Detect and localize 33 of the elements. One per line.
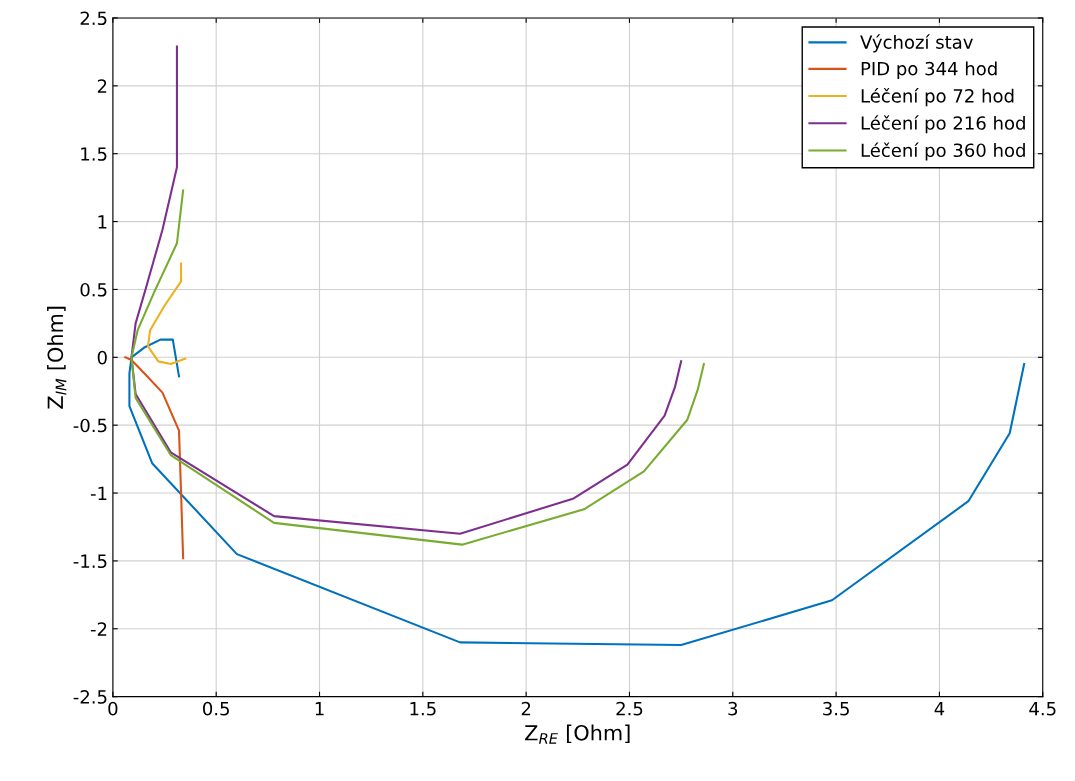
x-tick-label: 0 xyxy=(108,701,118,716)
line-series xyxy=(124,356,185,560)
y-tick-label: 1.5 xyxy=(81,147,107,161)
legend-label: Léčení po 216 hod xyxy=(861,115,1025,134)
y-tick-label: 0.5 xyxy=(80,282,107,297)
y-tick-label: -0.5 xyxy=(73,418,107,433)
legend-label: Léčení po 360 hod xyxy=(861,142,1025,161)
line-series xyxy=(130,45,683,535)
legend-label: Léčení po 72 hod xyxy=(861,87,1014,107)
y-axis-title: Z$_{IM}$ [Ohm] xyxy=(47,306,67,409)
x-tick-label: 3.5 xyxy=(823,701,849,716)
x-tick-label: 2 xyxy=(521,701,531,716)
x-tick-label: 1.5 xyxy=(410,702,436,716)
y-tick-label: -1 xyxy=(90,486,107,500)
x-tick-label: 1 xyxy=(315,702,324,716)
y-tick-label: 0 xyxy=(97,350,107,365)
y-tick-label: -2.5 xyxy=(73,690,107,704)
line-series xyxy=(146,262,187,366)
legend-label: PID po 344 hod xyxy=(861,61,997,79)
y-tick-label: 1 xyxy=(98,215,107,229)
x-tick-label: 0.5 xyxy=(203,701,229,716)
line-series xyxy=(130,189,705,546)
legend-label: Výchozí stav xyxy=(860,34,973,53)
y-tick-label: 2.5 xyxy=(80,11,107,26)
x-tick-label: 4 xyxy=(934,702,945,716)
line-series xyxy=(128,338,1026,647)
x-axis-title: Z$_{RE}$ [Ohm] xyxy=(525,724,630,744)
y-tick-label: 2 xyxy=(97,79,107,93)
y-tick-label: -1.5 xyxy=(73,554,107,569)
x-tick-label: 2.5 xyxy=(616,701,643,716)
x-tick-label: 4.5 xyxy=(1029,702,1056,716)
y-tick-label: -2 xyxy=(90,622,107,636)
x-tick-label: 3 xyxy=(728,701,738,716)
